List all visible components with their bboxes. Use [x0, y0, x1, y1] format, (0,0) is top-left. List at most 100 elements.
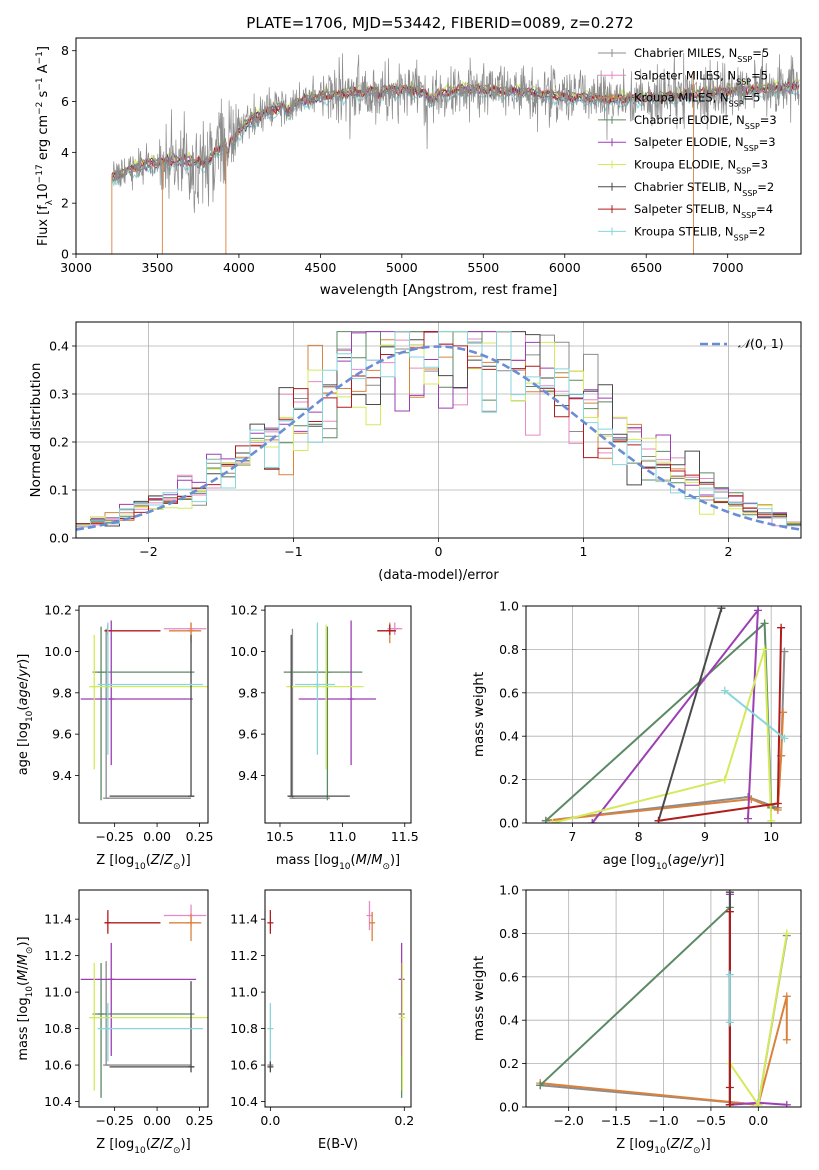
- weight-vs-Z-axes: −2.0 −1.5 −1.0 −0.5 0.0 0.0 0.2 0.4 0.6 0.8 1.0: [499, 883, 801, 1128]
- weight-series-3: [536, 903, 734, 1107]
- errorbar-point-kroupa-stelib: [294, 622, 335, 755]
- errorbar-point-kroupa-elodie: [89, 962, 208, 1091]
- age-vs-Z-y-label: age [log10(age/yr)]: [16, 654, 35, 776]
- weight-marker: [767, 816, 776, 823]
- weight-marker: [725, 1100, 734, 1107]
- y-tick-label: 10.4: [230, 1094, 258, 1109]
- spectrum-lines: [111, 50, 800, 254]
- y-tick-label: 9.6: [238, 727, 258, 742]
- y-tick-label: 10.2: [230, 603, 258, 618]
- y-tick-label: 6: [61, 94, 69, 109]
- x-tick-label: −0.25: [95, 829, 133, 844]
- x-tick-label: 5500: [467, 260, 499, 275]
- weight-marker: [717, 606, 726, 613]
- residual-histograms: [76, 331, 801, 531]
- age-vs-mass-points: [283, 620, 403, 801]
- axes-frame: [75, 321, 802, 539]
- errorbar-point-kroupa-miles: [377, 622, 395, 644]
- weight-marker: [725, 907, 734, 916]
- y-tick-label: 1.0: [499, 883, 519, 898]
- y-tick-label: 0.2: [49, 435, 69, 450]
- weight-marker: [782, 1035, 791, 1044]
- histogram-kroupa-stelib: [76, 331, 801, 530]
- axes-frame: [525, 605, 802, 824]
- y-tick-label: 11.2: [44, 948, 72, 963]
- chart-panels: 3000 3500 4000 4500 5000 5500 6000 6500 7000 0 2 4 6…: [16, 37, 802, 1156]
- spectrum-x-label: wavelength [Angstrom, rest frame]: [320, 282, 558, 298]
- x-tick-label: 7: [568, 829, 576, 844]
- y-tick-label: 11.2: [230, 948, 258, 963]
- mass-vs-Z-y-label: mass [log10(M/M⊙)]: [16, 936, 35, 1060]
- y-tick-label: 0.1: [49, 483, 69, 498]
- errorbar-point-salpeter-stelib: [377, 624, 397, 635]
- errorbar-point-kroupa-stelib: [97, 622, 203, 755]
- x-tick-label: 6500: [630, 260, 662, 275]
- weight-vs-age-lines: [541, 606, 789, 823]
- age-vs-Z-x-label: Z [log10(Z/Z⊙)]: [96, 853, 190, 872]
- weight-marker: [780, 734, 789, 743]
- x-tick-label: 0.25: [186, 1113, 214, 1128]
- axes-frame: [78, 889, 209, 1108]
- weight-marker: [777, 623, 786, 632]
- x-tick-label: 8: [635, 829, 643, 844]
- weight-series-9: [720, 686, 789, 743]
- weight-vs-age-x-label: age [log10(age/yr)]: [603, 853, 725, 872]
- y-tick-label: 0.0: [499, 816, 519, 831]
- residuals-y-label: Normed distribution: [28, 363, 44, 498]
- errorbar-point-chabrier-elodie: [283, 626, 363, 801]
- x-tick-label: 11.5: [391, 829, 419, 844]
- residuals-axes: −2 −1 0 1 2 0.0 0.1 0.2 0.3 0.4: [49, 322, 801, 559]
- errorbar-point-chabrier-miles: [103, 628, 192, 799]
- x-tick-label: 10: [763, 829, 779, 844]
- weight-marker: [760, 645, 769, 654]
- x-tick-label: 0: [435, 544, 443, 559]
- weight-marker: [720, 775, 729, 784]
- errorbar-point-kroupa-miles: [168, 622, 202, 644]
- axes-frame: [75, 37, 802, 255]
- errorbar-point-salpeter-stelib: [267, 910, 274, 934]
- y-tick-label: 10.8: [44, 1021, 72, 1036]
- y-tick-label: 0.4: [499, 1013, 519, 1028]
- mass-vs-EBV-axes: 0.0 0.2 10.4 10.6 10.8 11.0 11.2 11.4: [230, 912, 414, 1128]
- weight-series-5: [588, 606, 762, 823]
- errorbar-point-salpeter-stelib: [104, 910, 161, 934]
- weight-series-6: [548, 645, 776, 823]
- errorbar-point-salpeter-elodie: [398, 942, 405, 1056]
- weight-marker: [541, 816, 550, 823]
- weight-marker: [743, 814, 752, 823]
- weight-marker: [720, 686, 729, 695]
- weight-marker: [725, 1018, 734, 1027]
- y-tick-label: 10.6: [44, 1058, 72, 1073]
- x-tick-label: 5000: [386, 260, 418, 275]
- x-tick-label: −1.0: [648, 1113, 678, 1128]
- x-tick-label: 4000: [223, 260, 255, 275]
- x-tick-label: 9: [701, 829, 709, 844]
- y-tick-label: 11.0: [44, 985, 72, 1000]
- legend-entry-kroupa-stelib: Kroupa STELIB, NSSP=2: [634, 224, 765, 242]
- y-tick-label: 0.4: [49, 339, 69, 354]
- mass-vs-EBV-points: [267, 900, 406, 1098]
- weight-marker: [654, 816, 663, 823]
- weight-vs-Z-lines: [536, 890, 791, 1107]
- x-tick-label: 6000: [549, 260, 581, 275]
- weight-series-7: [725, 907, 734, 1107]
- errorbar-point-kroupa-stelib: [97, 1003, 203, 1062]
- mass-vs-EBV-x-label: E(B-V): [318, 1137, 358, 1152]
- x-tick-label: 3000: [60, 260, 92, 275]
- age-vs-Z-points: [80, 620, 208, 801]
- y-tick-label: 0.8: [499, 926, 519, 941]
- errorbar-point-salpeter-miles: [366, 900, 373, 931]
- weight-marker: [548, 819, 557, 823]
- x-tick-label: 0.2: [394, 1113, 414, 1128]
- y-tick-label: 1.0: [499, 599, 519, 614]
- y-tick-label: 0.6: [499, 685, 519, 700]
- weight-series-4: [541, 619, 776, 823]
- weight-series-8: [725, 970, 734, 1027]
- x-tick-label: 0.00: [143, 1113, 171, 1128]
- x-tick-label: −2.0: [553, 1113, 583, 1128]
- legend-entry-kroupa-elodie: Kroupa ELODIE, NSSP=3: [634, 158, 768, 176]
- weight-vs-Z-y-label: mass weight: [471, 956, 487, 1041]
- weight-marker: [773, 799, 782, 808]
- axes-frame: [264, 889, 412, 1108]
